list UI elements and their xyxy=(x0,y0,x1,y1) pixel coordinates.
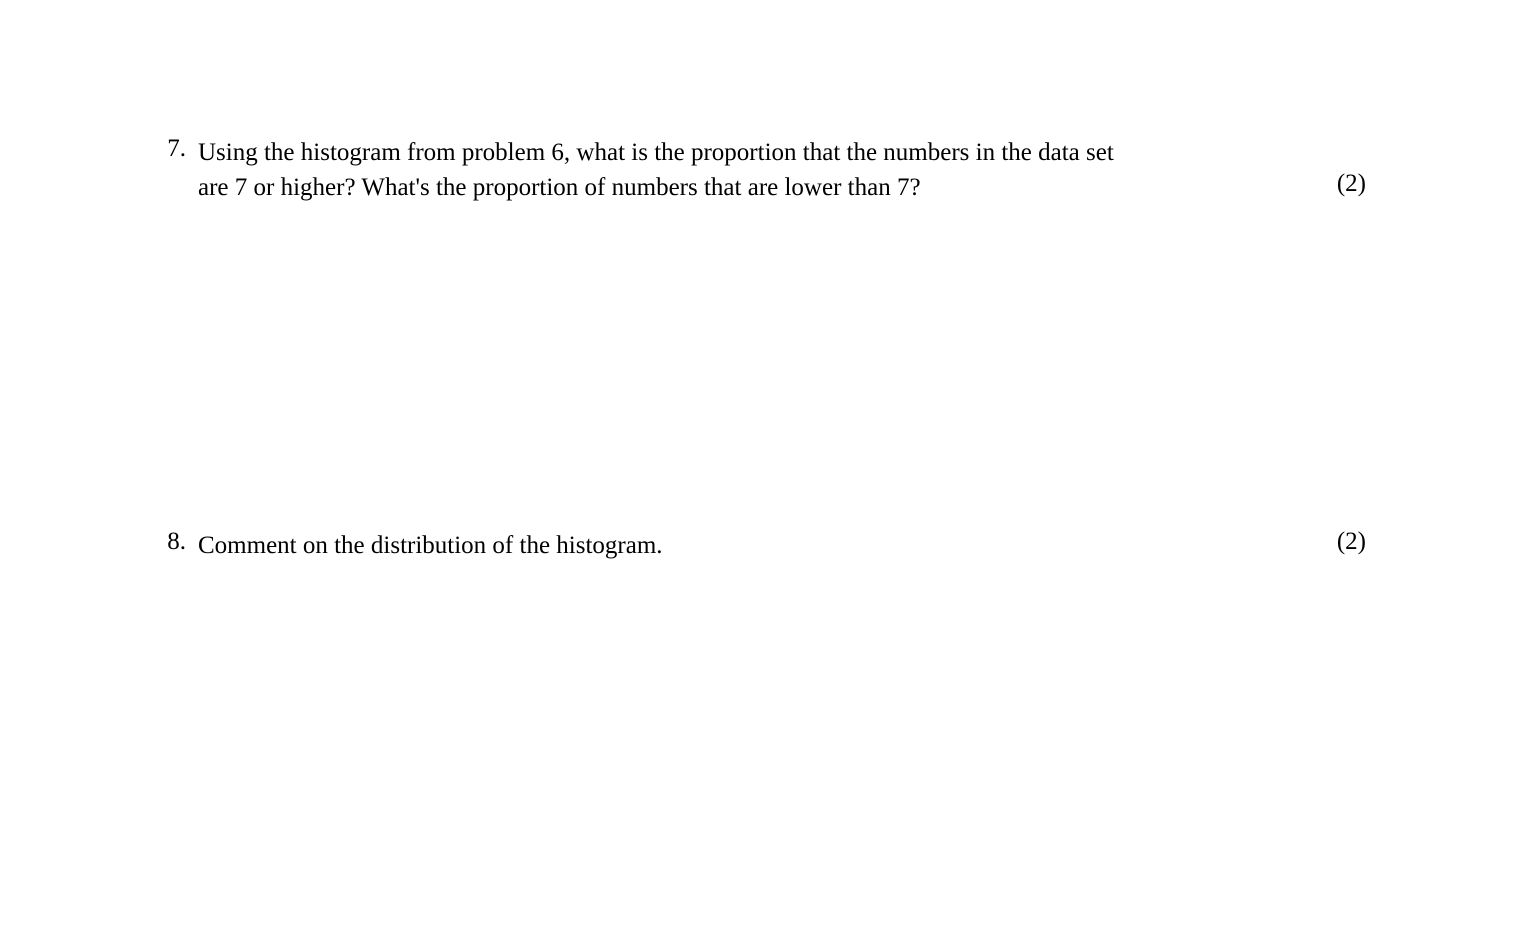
question-8-number: 8. xyxy=(158,528,198,556)
question-7-body: Using the histogram from problem 6, what… xyxy=(198,135,1366,205)
question-7-points: (2) xyxy=(1337,170,1366,198)
question-7-text-line1: Using the histogram from problem 6, what… xyxy=(198,135,1366,170)
question-8-container: 8. Comment on the distribution of the hi… xyxy=(158,528,1366,563)
question-7-text-line2: are 7 or higher? What's the proportion o… xyxy=(198,170,1366,205)
question-8-row: 8. Comment on the distribution of the hi… xyxy=(158,528,1366,563)
question-7-number: 7. xyxy=(158,135,198,163)
question-7-row: 7. Using the histogram from problem 6, w… xyxy=(158,135,1366,205)
question-8-points: (2) xyxy=(1337,528,1366,556)
question-7-container: 7. Using the histogram from problem 6, w… xyxy=(158,135,1366,205)
question-8-text: Comment on the distribution of the histo… xyxy=(198,528,1366,563)
question-8-body: Comment on the distribution of the histo… xyxy=(198,528,1366,563)
